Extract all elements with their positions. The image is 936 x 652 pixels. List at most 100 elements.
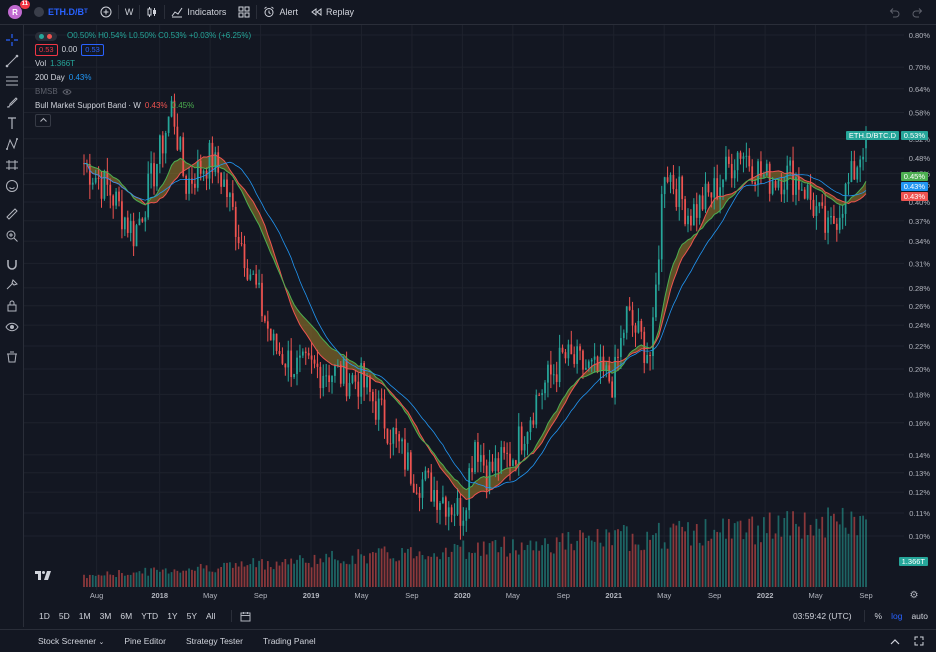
fib-retracement-icon[interactable] <box>4 73 20 89</box>
volume-bar <box>278 565 281 587</box>
candle-body <box>211 142 214 173</box>
range-6m[interactable]: 6M <box>120 611 133 621</box>
candle-body <box>331 375 333 383</box>
bmsb-legend[interactable]: BMSB <box>35 85 251 99</box>
brush-icon[interactable] <box>4 94 20 110</box>
stay-drawing-icon[interactable] <box>4 277 20 293</box>
candle-body <box>103 170 106 199</box>
price-tick-label: 0.70% <box>909 63 931 72</box>
chart-type-button[interactable] <box>140 0 164 25</box>
prediction-icon[interactable] <box>4 157 20 173</box>
tradingview-logo[interactable] <box>35 571 51 580</box>
candle-body <box>479 455 482 462</box>
collapse-panel-icon[interactable] <box>890 638 900 645</box>
range-5d[interactable]: 5D <box>58 611 70 621</box>
volume-bar <box>246 565 249 587</box>
volume-bar <box>231 567 234 587</box>
candle-body <box>631 310 634 326</box>
range-1m[interactable]: 1M <box>78 611 91 621</box>
auto-toggle[interactable]: auto <box>911 611 928 621</box>
candle-body <box>182 137 185 176</box>
candle-body <box>371 391 374 402</box>
tab-stock-screener[interactable]: Stock Screener ⌄ <box>0 636 114 646</box>
volume-bar <box>824 537 827 587</box>
tab-strategy-tester[interactable]: Strategy Tester <box>185 636 243 646</box>
candle-body <box>643 331 646 363</box>
log-toggle[interactable]: log <box>891 611 903 621</box>
price-chart[interactable]: 0.80%0.70%0.64%0.58%0.52%0.48%0.45%0.43%… <box>24 25 936 605</box>
ruler-icon[interactable] <box>4 206 20 222</box>
candle-body <box>194 183 196 188</box>
candle-body <box>266 321 269 329</box>
range-ytd[interactable]: YTD <box>141 611 159 621</box>
trend-line-icon[interactable] <box>4 53 20 69</box>
crosshair-icon[interactable] <box>4 32 20 48</box>
indicators-button[interactable]: Indicators <box>165 0 232 25</box>
eye-icon[interactable] <box>4 319 20 335</box>
redo-button[interactable] <box>906 0 930 25</box>
candle-body <box>617 356 619 358</box>
range-3m[interactable]: 3M <box>99 611 112 621</box>
status-toggle[interactable] <box>35 31 57 41</box>
chart-pane[interactable]: 0.80%0.70%0.64%0.58%0.52%0.48%0.45%0.43%… <box>24 25 936 605</box>
candle-body <box>293 374 295 378</box>
lock-icon[interactable] <box>4 298 20 314</box>
volume-bar <box>191 569 193 587</box>
volume-bar <box>226 562 228 587</box>
pattern-icon[interactable] <box>4 136 20 152</box>
maximize-panel-icon[interactable] <box>914 636 924 646</box>
volume-bar <box>517 554 520 587</box>
utc-clock[interactable]: 03:59:42 (UTC) <box>792 611 852 621</box>
layout-button[interactable] <box>232 0 256 25</box>
alert-button[interactable]: Alert <box>257 0 304 25</box>
volume-bar <box>313 554 316 587</box>
user-avatar[interactable]: R 11 <box>8 0 30 19</box>
volume-bar <box>771 538 774 587</box>
volume-legend[interactable]: Vol 1.366T <box>35 57 251 71</box>
volume-bar <box>296 559 298 587</box>
trash-icon[interactable] <box>4 349 20 365</box>
toolbar-divider <box>117 5 119 19</box>
undo-button[interactable] <box>882 0 906 25</box>
candle-body <box>514 460 517 465</box>
magnet-icon[interactable] <box>4 257 20 273</box>
range-1d[interactable]: 1D <box>39 611 50 621</box>
volume-bar <box>716 531 719 587</box>
candle-body <box>301 351 304 356</box>
collapse-legend-button[interactable] <box>35 113 51 127</box>
range-1y[interactable]: 1Y <box>167 611 178 621</box>
volume-bar <box>269 567 272 587</box>
emoji-icon[interactable] <box>4 178 20 194</box>
price-tick-label: 0.80% <box>909 31 931 40</box>
volume-bar <box>646 531 649 587</box>
tab-pine-editor[interactable]: Pine Editor <box>124 636 166 646</box>
range-all[interactable]: All <box>206 611 216 621</box>
volume-bar <box>762 517 765 587</box>
bmsb-label: BMSB <box>35 87 58 96</box>
ask-button[interactable]: 0.53 <box>81 44 104 56</box>
replay-button[interactable]: Replay <box>304 0 360 25</box>
candle-body <box>602 356 605 372</box>
go-to-date-icon[interactable] <box>240 611 251 622</box>
candle-body <box>803 189 806 199</box>
gear-icon[interactable]: ⚙ <box>910 590 919 601</box>
compare-button[interactable] <box>94 0 118 25</box>
text-tool-icon[interactable] <box>4 115 20 131</box>
eye-hidden-icon[interactable] <box>62 88 72 96</box>
range-5y[interactable]: 5Y <box>186 611 197 621</box>
time-tick-label: 2018 <box>151 591 168 600</box>
candle-body <box>141 218 144 222</box>
bull-band-legend[interactable]: Bull Market Support Band · W 0.43% 0.45% <box>35 99 251 113</box>
ma200-legend[interactable]: 200 Day 0.43% <box>35 71 251 85</box>
bid-button[interactable]: 0.53 <box>35 44 58 56</box>
volume-bar <box>91 575 94 587</box>
candle-body <box>427 470 430 473</box>
candle-body <box>660 194 663 260</box>
ohlc-row: O0.50% H0.54% L0.50% C0.53% +0.03% (+6.2… <box>35 29 251 43</box>
symbol-search[interactable]: ETH.D/Bᵀ <box>28 0 94 25</box>
zoom-in-icon[interactable] <box>4 228 20 244</box>
percent-toggle[interactable]: % <box>874 611 883 621</box>
volume-bar <box>433 553 436 587</box>
interval-button[interactable]: W <box>119 0 140 25</box>
tab-trading-panel[interactable]: Trading Panel <box>262 636 316 646</box>
